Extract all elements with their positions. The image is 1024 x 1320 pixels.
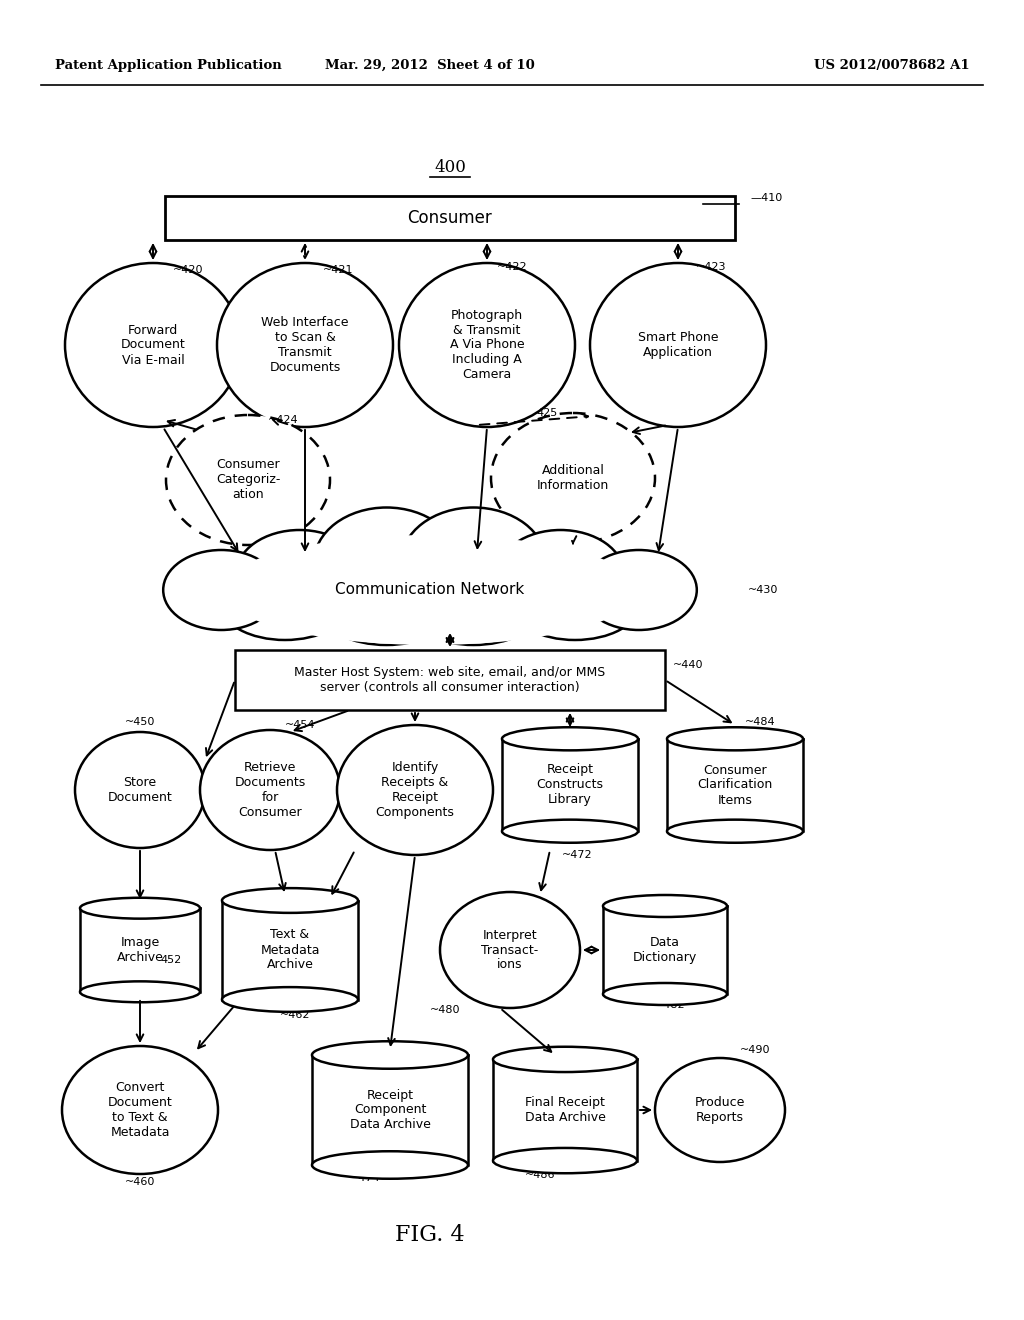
Text: Additional
Information: Additional Information bbox=[537, 465, 609, 492]
Text: ~423: ~423 bbox=[696, 261, 726, 272]
Ellipse shape bbox=[493, 1047, 637, 1072]
Text: 452: 452 bbox=[160, 954, 181, 965]
Text: ~462: ~462 bbox=[280, 1010, 310, 1020]
Bar bbox=[80, 908, 200, 991]
Ellipse shape bbox=[236, 531, 364, 620]
Ellipse shape bbox=[490, 413, 655, 543]
Text: Consumer
Clarification
Items: Consumer Clarification Items bbox=[697, 763, 773, 807]
Text: Receipt
Constructs
Library: Receipt Constructs Library bbox=[537, 763, 603, 807]
Ellipse shape bbox=[221, 535, 639, 645]
Ellipse shape bbox=[581, 550, 696, 630]
Text: ~484: ~484 bbox=[745, 717, 775, 727]
Text: Image
Archive: Image Archive bbox=[117, 936, 164, 964]
Text: Interpret
Transact-
ions: Interpret Transact- ions bbox=[481, 928, 539, 972]
Ellipse shape bbox=[497, 531, 625, 620]
Ellipse shape bbox=[323, 579, 451, 645]
Text: Retrieve
Documents
for
Consumer: Retrieve Documents for Consumer bbox=[234, 762, 305, 818]
Ellipse shape bbox=[80, 898, 200, 919]
Bar bbox=[502, 739, 638, 832]
Ellipse shape bbox=[62, 1045, 218, 1173]
Text: US 2012/0078682 A1: US 2012/0078682 A1 bbox=[814, 58, 970, 71]
Ellipse shape bbox=[440, 892, 580, 1008]
Ellipse shape bbox=[667, 727, 803, 750]
Ellipse shape bbox=[655, 1059, 785, 1162]
Text: Consumer
Categoriz-
ation: Consumer Categoriz- ation bbox=[216, 458, 281, 502]
Ellipse shape bbox=[222, 888, 358, 913]
Ellipse shape bbox=[667, 820, 803, 842]
Bar bbox=[165, 195, 735, 240]
Text: Final Receipt
Data Archive: Final Receipt Data Archive bbox=[524, 1096, 605, 1125]
Text: 400: 400 bbox=[434, 160, 466, 177]
Text: ~424: ~424 bbox=[268, 414, 299, 425]
Text: ~421: ~421 bbox=[323, 265, 353, 275]
Text: ~482: ~482 bbox=[655, 1001, 686, 1010]
Text: ~474: ~474 bbox=[350, 1173, 381, 1183]
Text: Photograph
& Transmit
A Via Phone
Including A
Camera: Photograph & Transmit A Via Phone Includ… bbox=[450, 309, 524, 381]
Ellipse shape bbox=[222, 987, 358, 1012]
Text: Web Interface
to Scan &
Transmit
Documents: Web Interface to Scan & Transmit Documen… bbox=[261, 315, 349, 374]
Bar bbox=[667, 739, 803, 832]
Text: Communication Network: Communication Network bbox=[336, 582, 524, 598]
Text: Smart Phone
Application: Smart Phone Application bbox=[638, 331, 718, 359]
Ellipse shape bbox=[401, 507, 546, 618]
Bar bbox=[234, 649, 665, 710]
Ellipse shape bbox=[502, 727, 638, 750]
Text: ~490: ~490 bbox=[740, 1045, 770, 1055]
Ellipse shape bbox=[200, 730, 340, 850]
Text: Consumer: Consumer bbox=[408, 209, 493, 227]
Ellipse shape bbox=[80, 981, 200, 1002]
Ellipse shape bbox=[410, 579, 538, 645]
Text: Text &
Metadata
Archive: Text & Metadata Archive bbox=[260, 928, 319, 972]
Text: Patent Application Publication: Patent Application Publication bbox=[55, 58, 282, 71]
Ellipse shape bbox=[502, 820, 638, 842]
Text: Store
Document: Store Document bbox=[108, 776, 172, 804]
Text: ~450: ~450 bbox=[125, 717, 156, 727]
Bar bbox=[222, 900, 358, 999]
Ellipse shape bbox=[493, 1148, 637, 1173]
Text: ~420: ~420 bbox=[173, 265, 204, 275]
Ellipse shape bbox=[603, 983, 727, 1005]
Bar bbox=[493, 1060, 637, 1160]
Ellipse shape bbox=[399, 263, 575, 426]
Ellipse shape bbox=[590, 263, 766, 426]
Text: Master Host System: web site, email, and/or MMS
server (controls all consumer in: Master Host System: web site, email, and… bbox=[294, 667, 605, 694]
Text: Identify
Receipts &
Receipt
Components: Identify Receipts & Receipt Components bbox=[376, 762, 455, 818]
Ellipse shape bbox=[603, 895, 727, 917]
Text: ~472: ~472 bbox=[562, 850, 593, 861]
Text: FIG. 4: FIG. 4 bbox=[395, 1224, 465, 1246]
Text: ~430: ~430 bbox=[748, 585, 778, 595]
Ellipse shape bbox=[213, 531, 647, 649]
Ellipse shape bbox=[166, 414, 330, 545]
Ellipse shape bbox=[511, 570, 639, 640]
Text: Receipt
Component
Data Archive: Receipt Component Data Archive bbox=[349, 1089, 430, 1131]
Text: ~486: ~486 bbox=[525, 1170, 555, 1180]
Ellipse shape bbox=[314, 507, 459, 618]
Text: ~440: ~440 bbox=[673, 660, 703, 671]
Text: ~454: ~454 bbox=[285, 719, 315, 730]
Ellipse shape bbox=[337, 725, 493, 855]
Text: Mar. 29, 2012  Sheet 4 of 10: Mar. 29, 2012 Sheet 4 of 10 bbox=[326, 58, 535, 71]
Ellipse shape bbox=[65, 263, 241, 426]
Text: 425: 425 bbox=[537, 408, 558, 418]
Ellipse shape bbox=[312, 1041, 468, 1069]
Text: Produce
Reports: Produce Reports bbox=[695, 1096, 745, 1125]
Text: Data
Dictionary: Data Dictionary bbox=[633, 936, 697, 964]
Text: ~460: ~460 bbox=[125, 1177, 156, 1187]
Ellipse shape bbox=[221, 570, 349, 640]
Ellipse shape bbox=[163, 550, 280, 630]
Ellipse shape bbox=[312, 1151, 468, 1179]
Text: ~480: ~480 bbox=[430, 1005, 461, 1015]
Text: Forward
Document
Via E-mail: Forward Document Via E-mail bbox=[121, 323, 185, 367]
Ellipse shape bbox=[217, 263, 393, 426]
Text: —410: —410 bbox=[750, 193, 782, 203]
Bar bbox=[312, 1055, 468, 1166]
Text: Convert
Document
to Text &
Metadata: Convert Document to Text & Metadata bbox=[108, 1081, 172, 1139]
Ellipse shape bbox=[75, 733, 205, 847]
Bar bbox=[603, 906, 727, 994]
Text: ~422: ~422 bbox=[497, 261, 527, 272]
